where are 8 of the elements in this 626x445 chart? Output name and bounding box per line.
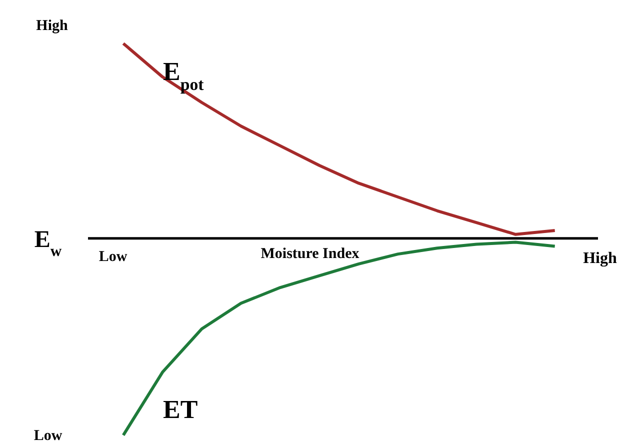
series-label: E$_{pot}$: [163, 57, 204, 94]
annotation: Low: [98, 249, 128, 265]
series-label: ET: [163, 395, 198, 424]
x-axis-title: Moisture Index: [260, 246, 360, 262]
text: High: [36, 18, 68, 34]
text: Low: [34, 428, 62, 444]
annotation: High: [583, 250, 617, 267]
text: E$_{w}$: [34, 227, 62, 260]
